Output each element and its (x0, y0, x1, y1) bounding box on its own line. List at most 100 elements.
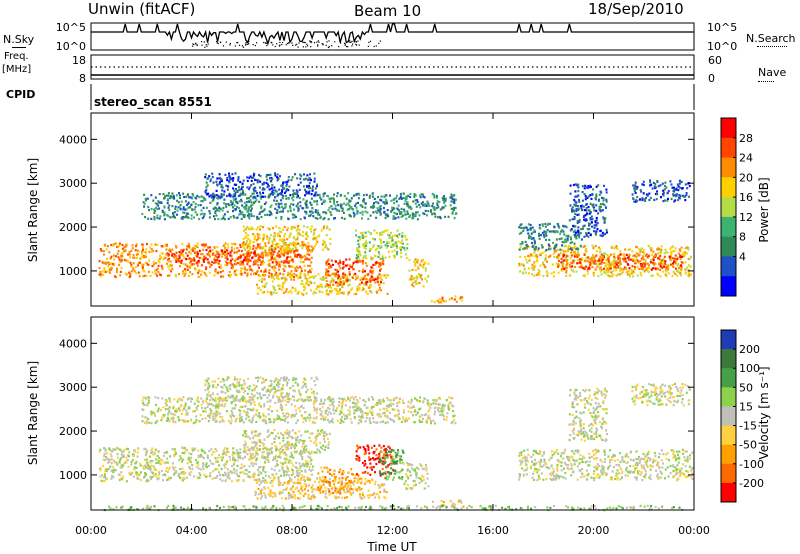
power-cell (274, 258, 277, 261)
velocity-cell (306, 461, 309, 464)
power-cell (278, 230, 281, 233)
power-cell (290, 291, 293, 294)
power-cell (270, 273, 273, 276)
power-cell (574, 233, 576, 236)
power-cell (187, 201, 190, 204)
power-cell (529, 228, 532, 231)
power-cell (575, 237, 578, 240)
power-cell (415, 282, 418, 285)
power-cell (266, 254, 269, 257)
power-cell (259, 246, 261, 249)
power-cell (417, 265, 420, 269)
velocity-cell (106, 457, 109, 461)
power-cell (277, 178, 280, 181)
power-cell (615, 260, 618, 263)
power-cell (646, 194, 649, 197)
power-cell (226, 249, 229, 252)
power-cell (301, 247, 304, 250)
power-cell (565, 274, 568, 278)
power-cell (218, 182, 221, 185)
power-cell (530, 232, 533, 235)
nsearch-point (316, 41, 318, 43)
power-cell (679, 257, 682, 261)
velocity-cell (122, 475, 125, 478)
power-cell (645, 253, 648, 256)
power-cell (359, 211, 362, 214)
power-cell (520, 231, 523, 234)
velocity-cell (173, 447, 176, 451)
velocity-cell (127, 448, 130, 451)
power-cell (408, 278, 411, 281)
power-cell (192, 258, 195, 261)
power-cell (133, 270, 136, 273)
power-cell (608, 265, 611, 268)
power-cell (534, 230, 536, 233)
power-cell (270, 192, 273, 196)
power-cell (278, 206, 281, 209)
power-cell (310, 249, 313, 252)
power-cell (247, 249, 250, 253)
power-cell (688, 273, 691, 277)
mhz-label: [MHz] (2, 64, 32, 75)
power-cell (313, 177, 316, 180)
power-cell (167, 192, 170, 195)
power-cell (331, 207, 334, 210)
power-cell (663, 255, 666, 258)
power-cell (274, 243, 277, 246)
power-cell (339, 259, 341, 262)
velocity-cell (129, 473, 132, 476)
power-cell (133, 256, 136, 260)
power-cell (642, 192, 645, 195)
velocity-cell (228, 477, 231, 480)
power-cell (205, 181, 208, 184)
power-cell (369, 270, 372, 273)
cpid-label: CPID (6, 88, 36, 101)
power-cell (676, 264, 679, 267)
power-cell (232, 242, 235, 246)
power-cell (239, 210, 242, 213)
power-cell (147, 217, 150, 220)
power-cell (362, 278, 364, 281)
velocity-cell (327, 446, 330, 449)
power-cell (595, 195, 598, 198)
power-cell (372, 244, 375, 247)
power-cell (240, 213, 243, 216)
power-cell (310, 256, 313, 259)
power-cell (327, 263, 330, 266)
velocity-cell (301, 463, 304, 466)
power-cell (156, 208, 159, 211)
power-cell (646, 267, 649, 270)
power-cell (595, 233, 597, 236)
power-cell (247, 259, 250, 262)
power-cell (223, 202, 226, 205)
power-cell (297, 267, 299, 270)
power-cell (603, 203, 606, 207)
power-cell (557, 259, 560, 262)
power-cell (260, 270, 263, 273)
power-cell (636, 274, 639, 277)
velocity-cell (183, 446, 186, 449)
power-cell (361, 205, 364, 208)
power-cell (396, 212, 398, 216)
velocity-cell (273, 429, 276, 432)
power-cell (294, 243, 297, 247)
power-cell (630, 269, 633, 272)
power-cell (667, 266, 670, 269)
power-cell (278, 250, 281, 253)
nsearch-point (306, 43, 308, 45)
power-cell (357, 197, 360, 200)
nsearch-point (318, 41, 320, 43)
power-cell (671, 186, 674, 189)
power-cell (338, 265, 341, 268)
velocity-cell (117, 456, 120, 459)
power-cell (367, 230, 370, 233)
power-cell (660, 196, 662, 199)
power-cell (380, 245, 383, 248)
power-cell (342, 276, 345, 279)
power-cell (252, 195, 255, 198)
velocity-cell (98, 450, 101, 453)
power-cell (269, 179, 272, 183)
velocity-cell (171, 448, 174, 451)
velocity-cell (293, 446, 296, 449)
power-cell (603, 271, 606, 274)
